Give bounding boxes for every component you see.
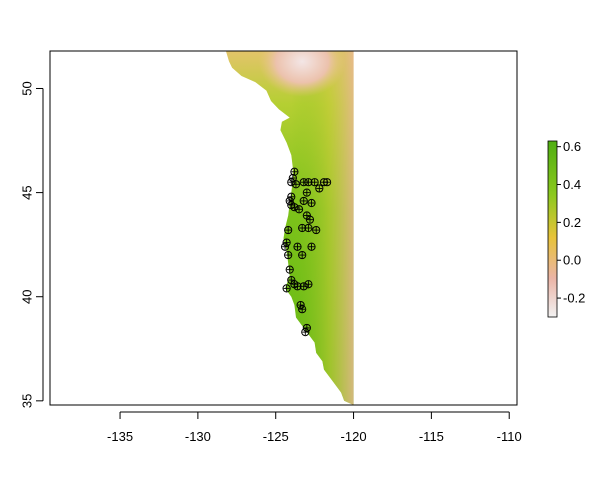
y-tick-label: 40 — [19, 289, 34, 303]
site-point — [280, 242, 290, 251]
x-tick-label: -110 — [497, 429, 522, 444]
site-point — [287, 178, 296, 187]
legend-color-bar — [547, 140, 558, 318]
x-tick-label: -135 — [107, 429, 133, 444]
x-tick-label: -125 — [263, 429, 289, 444]
site-point — [305, 215, 315, 224]
site-point — [307, 198, 316, 208]
site-point — [291, 180, 301, 189]
site-point — [299, 196, 308, 206]
site-point — [298, 250, 307, 260]
site-points — [280, 167, 332, 337]
legend-tick-label: -0.2 — [563, 291, 585, 306]
x-tick-label: -130 — [185, 429, 211, 444]
site-point — [293, 242, 302, 251]
x-axis: -135 -130 -125 -120 -115 -110 — [107, 411, 522, 444]
site-point — [284, 225, 293, 235]
site-point — [299, 282, 308, 291]
site-point — [322, 178, 332, 187]
site-point — [302, 323, 311, 333]
site-point — [304, 223, 313, 233]
site-point — [290, 203, 299, 212]
site-point — [282, 238, 291, 247]
color-legend: -0.2 0.0 0.2 0.4 0.6 — [547, 139, 585, 318]
site-point — [296, 300, 305, 310]
legend-tick-label: 0.2 — [563, 215, 581, 230]
site-point — [285, 196, 294, 206]
site-point — [310, 178, 319, 187]
site-point — [304, 280, 313, 289]
site-point — [287, 192, 296, 201]
site-point — [301, 328, 310, 337]
x-tick-label: -120 — [341, 429, 367, 444]
site-point — [290, 167, 299, 176]
x-tick-label: -115 — [419, 429, 444, 444]
y-tick-label: 50 — [19, 81, 34, 95]
legend-tick-label: 0.6 — [563, 139, 581, 154]
site-point — [285, 265, 294, 274]
plot-frame — [49, 50, 518, 406]
raster-high-terrain — [258, 51, 346, 97]
y-tick-label: 35 — [19, 394, 34, 408]
site-point — [282, 284, 291, 293]
site-point — [302, 188, 311, 197]
site-point — [298, 305, 307, 314]
raster-layer — [225, 51, 354, 405]
legend-tick-label: 0.0 — [563, 253, 581, 268]
site-point — [307, 242, 316, 251]
site-point — [294, 205, 304, 214]
y-tick-label: 45 — [19, 185, 34, 199]
site-point — [312, 225, 321, 235]
site-point — [284, 250, 293, 260]
legend-tick-label: 0.4 — [563, 177, 581, 192]
site-point — [315, 184, 324, 193]
y-axis: 35 40 45 50 — [19, 81, 44, 408]
